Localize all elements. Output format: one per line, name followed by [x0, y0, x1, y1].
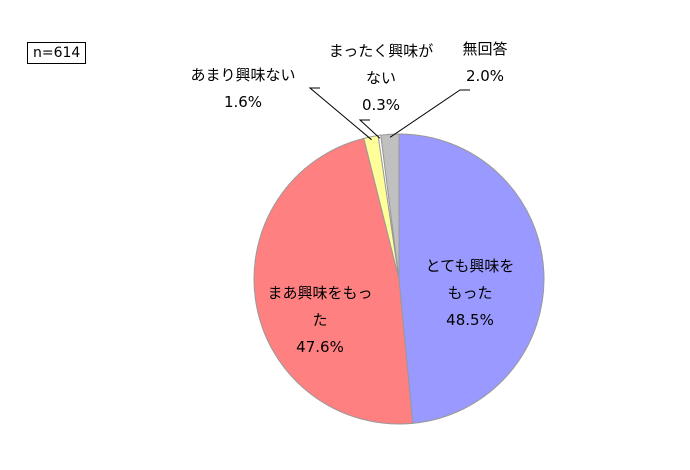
leader-line [358, 119, 381, 139]
slice-label: 無回答 [462, 40, 508, 58]
slice-value: 1.6% [223, 93, 263, 111]
slice-value: 48.5% [446, 311, 494, 329]
sample-size: n=614 [27, 42, 87, 64]
slice-value: 0.3% [361, 96, 401, 114]
pie-slice [380, 133, 400, 280]
slice-value: 2.0% [465, 67, 505, 85]
slice-value: 47.6% [296, 338, 344, 356]
slice-label: あまり興味ない [190, 66, 296, 84]
leader-line [308, 87, 372, 141]
slice-label: まあ興味をもった [267, 284, 373, 329]
slice-label: とても興味をもった [425, 257, 515, 302]
pie-slice [398, 133, 545, 424]
leader-line [389, 89, 470, 138]
slice-label: まったく興味がない [328, 42, 434, 87]
pie-slice [253, 137, 414, 425]
